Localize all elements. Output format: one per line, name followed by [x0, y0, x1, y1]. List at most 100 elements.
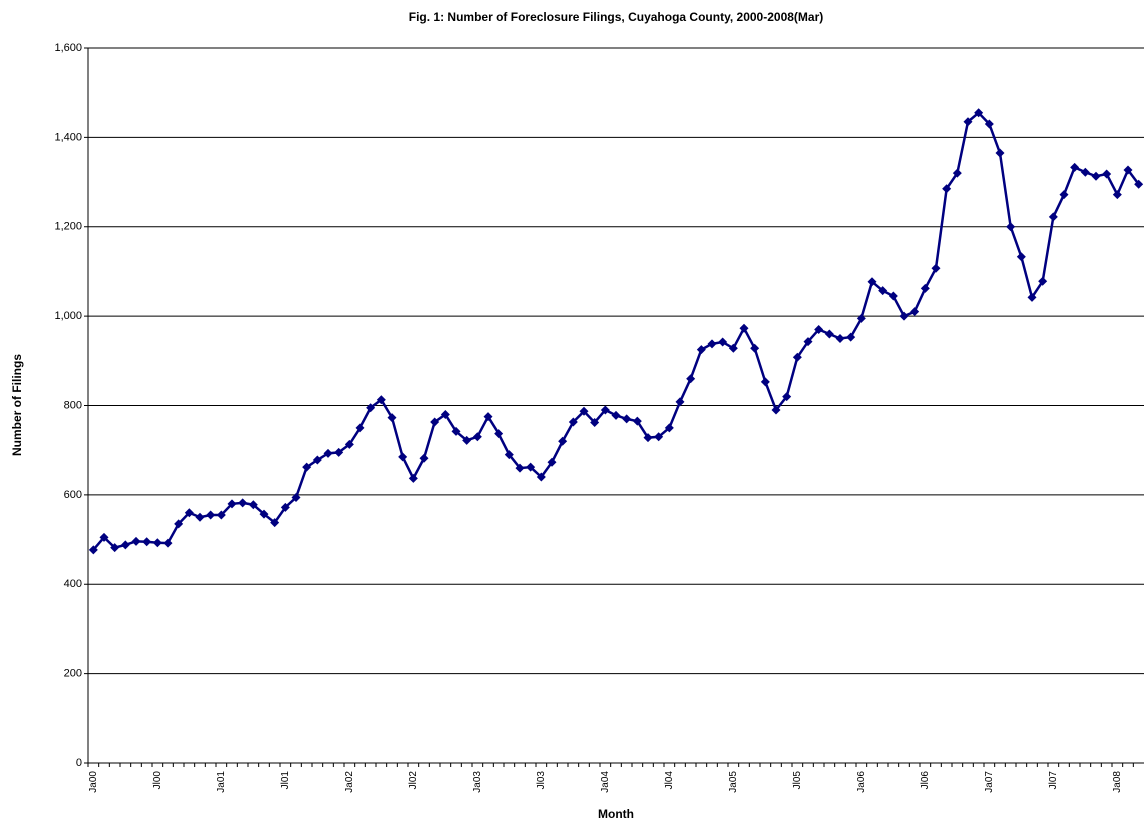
y-tick-label: 0: [76, 757, 82, 769]
data-point: [878, 286, 888, 296]
data-point: [995, 148, 1005, 158]
data-point: [664, 423, 674, 433]
data-point: [856, 313, 866, 323]
x-tick-label: Jl01: [280, 771, 291, 790]
data-point: [718, 337, 728, 347]
data-point: [494, 429, 504, 439]
y-tick-label: 400: [64, 578, 82, 590]
data-point: [771, 405, 781, 415]
data-point: [462, 435, 472, 445]
x-tick-label: Jl06: [920, 771, 931, 790]
data-point: [227, 499, 237, 509]
data-point: [120, 540, 130, 550]
data-point: [590, 417, 600, 427]
data-point: [1102, 169, 1112, 179]
data-point: [792, 352, 802, 362]
data-point: [942, 184, 952, 194]
data-point: [419, 453, 429, 463]
x-tick-label: Jl05: [792, 771, 803, 790]
x-tick-label: Jl02: [408, 771, 419, 790]
y-tick-label: 1,200: [54, 221, 82, 233]
data-point: [782, 392, 792, 402]
y-tick-label: 1,600: [54, 42, 82, 54]
data-point: [547, 457, 557, 467]
data-point: [174, 519, 184, 529]
data-point: [184, 508, 194, 518]
data-point: [1112, 190, 1122, 200]
data-point: [366, 403, 376, 413]
data-point: [131, 536, 141, 546]
data-point: [1027, 292, 1037, 302]
data-point: [984, 119, 994, 129]
data-point: [302, 462, 312, 472]
data-point: [728, 343, 738, 353]
x-axis-title: Month: [598, 807, 634, 821]
data-point: [238, 498, 248, 508]
data-point: [195, 512, 205, 522]
x-tick-label: Ja04: [600, 771, 611, 793]
y-tick-label: 800: [64, 399, 82, 411]
x-tick-label: Ja05: [728, 771, 739, 793]
data-point: [1048, 212, 1058, 222]
data-point: [334, 447, 344, 457]
x-tick-label: Ja01: [216, 771, 227, 793]
data-point: [152, 538, 162, 548]
data-point: [526, 462, 536, 472]
data-point: [931, 263, 941, 273]
data-point: [1070, 162, 1080, 172]
data-point: [259, 509, 269, 519]
data-point: [430, 417, 440, 427]
data-point: [504, 450, 514, 460]
data-point: [643, 433, 653, 443]
data-point: [344, 439, 354, 449]
data-line: [92, 111, 1140, 551]
data-point: [1016, 252, 1026, 262]
data-point: [163, 538, 173, 548]
data-point: [280, 502, 290, 512]
data-point: [1059, 190, 1069, 200]
data-point: [440, 409, 450, 419]
data-point: [110, 543, 120, 553]
x-tick-label: Jl04: [664, 771, 675, 790]
x-tick-label: Jl07: [1048, 771, 1059, 790]
data-point: [536, 472, 546, 482]
x-tick-label: Ja07: [984, 771, 995, 793]
data-point: [696, 345, 706, 355]
data-point: [451, 426, 461, 436]
data-point: [888, 291, 898, 301]
data-point: [835, 333, 845, 343]
data-point: [312, 455, 322, 465]
data-point: [579, 406, 589, 416]
data-point: [910, 307, 920, 317]
data-point: [515, 463, 525, 473]
data-point: [1038, 276, 1048, 286]
data-point: [472, 432, 482, 442]
y-tick-label: 200: [64, 668, 82, 680]
data-point: [1006, 222, 1016, 232]
data-point: [558, 436, 568, 446]
data-point: [760, 377, 770, 387]
data-point: [248, 500, 258, 510]
data-point: [206, 510, 216, 520]
data-point: [568, 417, 578, 427]
data-point: [963, 117, 973, 127]
data-point: [867, 277, 877, 287]
data-point: [1091, 171, 1101, 181]
data-point: [632, 416, 642, 426]
x-tick-label: Ja03: [472, 771, 483, 793]
data-point: [739, 323, 749, 333]
data-point: [675, 397, 685, 407]
data-point: [824, 329, 834, 339]
x-tick-label: Ja00: [88, 771, 99, 793]
data-point: [323, 448, 333, 458]
data-point: [398, 452, 408, 462]
data-point: [814, 325, 824, 335]
data-point: [974, 108, 984, 118]
data-point: [1123, 165, 1133, 175]
data-point: [1080, 167, 1090, 177]
data-point: [1134, 179, 1144, 189]
data-point: [707, 339, 717, 349]
data-point: [846, 332, 856, 342]
data-point: [622, 414, 632, 424]
